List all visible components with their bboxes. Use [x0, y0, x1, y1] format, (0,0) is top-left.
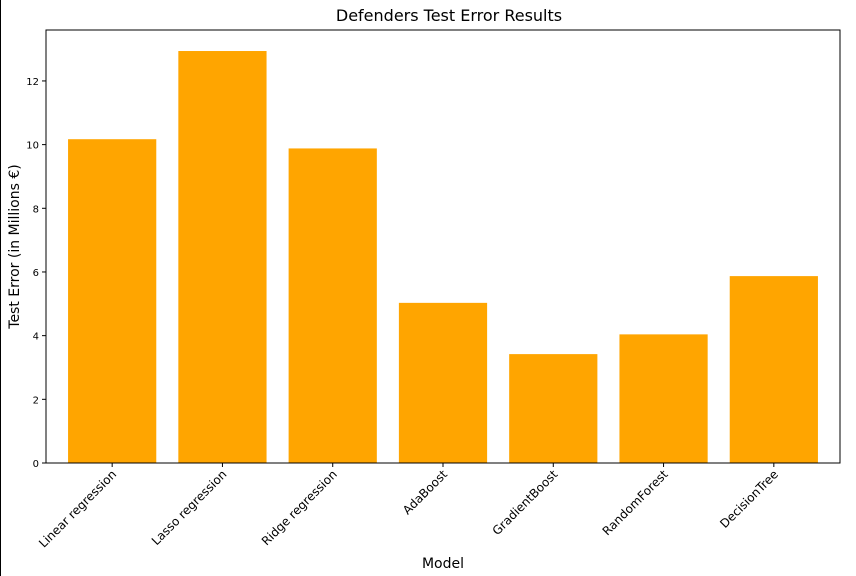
- x-tick-label: RandomForest: [600, 467, 671, 538]
- bar: [178, 51, 267, 463]
- y-tick-label: 8: [33, 204, 39, 215]
- plot-frame: [45, 29, 841, 464]
- x-tick-label: AdaBoost: [400, 467, 450, 517]
- x-tick-label: Lasso regression: [149, 467, 230, 548]
- bar: [398, 302, 488, 463]
- x-tick-label: Linear regression: [36, 467, 119, 550]
- y-tick-label: 12: [26, 77, 39, 88]
- bar: [729, 276, 818, 463]
- y-axis-label: Test Error (in Millions €): [7, 164, 23, 329]
- x-axis-label: Model: [422, 556, 464, 572]
- y-tick-label: 4: [33, 332, 39, 343]
- bar: [619, 334, 708, 463]
- bars-group: [68, 51, 818, 464]
- x-tick-label: GradientBoost: [490, 467, 561, 538]
- bar: [68, 139, 157, 464]
- y-axis-ticks: 0 2 4 6 8 10 12: [26, 77, 46, 470]
- window-left-edge: [0, 0, 1, 576]
- y-tick-label: 0: [33, 459, 39, 470]
- y-tick-label: 10: [26, 141, 39, 152]
- x-axis-ticks: Linear regression Lasso regression Ridge r…: [36, 463, 781, 550]
- x-tick-label: DecisionTree: [717, 467, 781, 531]
- y-tick-label: 6: [33, 268, 39, 279]
- bar: [288, 148, 377, 463]
- x-tick-label: Ridge regression: [259, 467, 340, 548]
- y-tick-label: 2: [33, 395, 39, 406]
- bar: [509, 354, 598, 463]
- chart-title: Defenders Test Error Results: [336, 6, 562, 25]
